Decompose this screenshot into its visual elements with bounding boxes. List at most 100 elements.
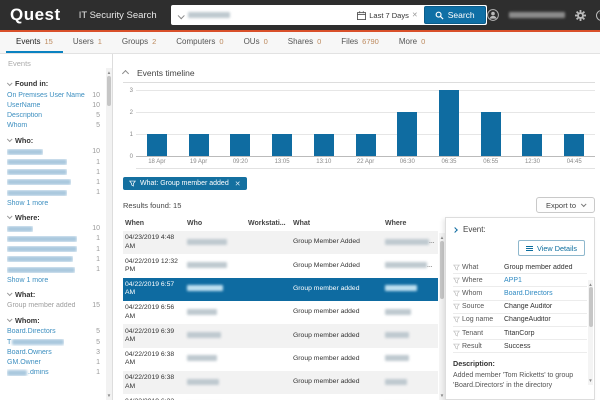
facet-count: 15 xyxy=(92,302,100,310)
tab-more[interactable]: More 0 xyxy=(389,32,435,53)
tab-events[interactable]: Events 15 xyxy=(6,32,63,53)
tab-files[interactable]: Files 6790 xyxy=(331,32,389,53)
cell-who xyxy=(185,282,246,297)
description-label: Description: xyxy=(453,359,495,369)
facet-value-link[interactable] xyxy=(7,189,67,196)
facet-value-link[interactable] xyxy=(7,266,75,273)
search-bar[interactable]: Last 7 Days ✕ Search xyxy=(170,5,487,25)
facet-value-link[interactable]: .dmins xyxy=(7,369,49,376)
tab-ous[interactable]: OUs 0 xyxy=(234,32,278,53)
redacted-text xyxy=(385,261,427,268)
chart-bar[interactable] xyxy=(146,134,167,156)
facet-section-title[interactable]: What: xyxy=(6,290,100,299)
table-row[interactable]: 04/22/2019 12:32 PM Group Member Added... xyxy=(123,254,438,277)
calendar-icon xyxy=(357,10,367,20)
filter-icon[interactable] xyxy=(453,277,462,284)
tab-computers[interactable]: Computers 0 xyxy=(166,32,233,53)
table-row[interactable]: 04/23/2019 4:48 AM Group Member Added... xyxy=(123,231,438,255)
facet-value-link[interactable]: GM.Owner xyxy=(7,359,41,366)
chart-bar[interactable] xyxy=(272,134,293,156)
facet-value-link[interactable]: On Premises User Name xyxy=(7,92,85,99)
facet-value-link[interactable]: UserName xyxy=(7,102,40,109)
chart-bar[interactable] xyxy=(313,134,334,156)
table-row[interactable]: 04/22/2019 6:57 AM Group member added xyxy=(123,277,438,302)
quest-logo: Quest xyxy=(10,5,61,24)
facet-section-title[interactable]: Found in: xyxy=(6,79,100,88)
chart-bar[interactable] xyxy=(522,134,543,156)
facet-value-link[interactable]: Board.Owners xyxy=(7,349,52,356)
date-range-filter[interactable]: Last 7 Days ✕ xyxy=(351,11,423,20)
chart-bar[interactable] xyxy=(439,90,459,156)
filter-icon[interactable] xyxy=(453,264,462,271)
chart-bar[interactable] xyxy=(480,112,501,156)
facet-value-link[interactable] xyxy=(7,225,33,232)
table-scrollbar[interactable]: ▲ ▼ xyxy=(439,233,445,400)
chip-close-icon[interactable]: ✕ xyxy=(234,180,241,188)
facet-value-link[interactable] xyxy=(7,179,71,186)
table-row[interactable]: 04/22/2019 6:38 AM Group member added xyxy=(123,371,438,395)
funnel-icon xyxy=(453,277,460,284)
chart-bar[interactable] xyxy=(397,112,418,156)
tab-shares[interactable]: Shares 0 xyxy=(278,32,332,53)
table-row[interactable]: 04/22/2019 6:38 AM Group member added xyxy=(123,348,438,371)
facet-value-link[interactable]: T xyxy=(7,339,65,346)
facet-value-link[interactable] xyxy=(7,235,77,242)
redacted-text xyxy=(7,369,27,376)
facet-section-title[interactable]: Where: xyxy=(6,213,100,222)
field-value[interactable]: APP1 xyxy=(504,276,522,284)
show-more-link[interactable]: Show 1 more xyxy=(7,276,49,284)
panel-scrollbar[interactable]: ▲ ▼ xyxy=(588,280,593,385)
facet-section-title[interactable]: Who: xyxy=(6,136,100,145)
facet-value-link[interactable]: Board.Directors xyxy=(7,328,56,335)
table-header-who[interactable]: Who xyxy=(187,220,203,227)
chart-bar[interactable] xyxy=(188,134,209,156)
facet-value-link[interactable]: Whom xyxy=(7,122,27,129)
event-panel-header[interactable]: Event: xyxy=(452,225,587,234)
chart-bar[interactable] xyxy=(564,134,585,156)
user-icon[interactable] xyxy=(486,9,499,21)
facet-value-link[interactable] xyxy=(7,256,73,263)
facet-item: .dmins 1 xyxy=(7,368,100,378)
clear-date-icon[interactable]: ✕ xyxy=(411,12,418,19)
table-row[interactable]: 04/22/2019 6:39 AM Group member added xyxy=(123,324,438,348)
chart-bar[interactable] xyxy=(230,134,251,156)
table-header-where[interactable]: Where xyxy=(385,220,407,227)
tab-users[interactable]: Users 1 xyxy=(63,32,112,53)
table-header-workstati[interactable]: Workstati... xyxy=(248,220,286,227)
search-button[interactable]: Search xyxy=(423,6,486,24)
facet-value-link[interactable] xyxy=(7,159,67,166)
filter-icon[interactable] xyxy=(453,343,462,350)
table-header-when[interactable]: When xyxy=(125,220,145,227)
filter-chip[interactable]: What: Group member added ✕ xyxy=(123,177,247,190)
facet-value-text: Description xyxy=(7,111,43,119)
collapse-icon[interactable] xyxy=(121,69,130,77)
show-more-link[interactable]: Show 1 more xyxy=(7,199,49,207)
help-icon[interactable]: ? xyxy=(595,9,600,21)
search-input[interactable] xyxy=(187,12,230,18)
facet-value-link[interactable] xyxy=(7,246,77,253)
sidebar-scrollbar[interactable]: ▲ ▼ xyxy=(106,68,112,400)
chevron-down-icon[interactable] xyxy=(171,6,188,24)
facet-value-link[interactable]: Description xyxy=(7,112,42,119)
tab-label: Users xyxy=(72,37,94,46)
export-button[interactable]: Export to xyxy=(535,197,595,213)
view-details-button[interactable]: View Details xyxy=(517,240,585,256)
facet-value-link[interactable] xyxy=(7,148,43,155)
bar-slot xyxy=(386,112,428,156)
filter-icon[interactable] xyxy=(453,330,462,337)
table-row[interactable]: 04/22/2019 6:56 AM Group member added xyxy=(123,301,438,324)
bar-slot xyxy=(345,134,387,156)
facet-value-link[interactable] xyxy=(7,169,67,176)
filter-icon[interactable] xyxy=(453,303,462,310)
facet-count: 1 xyxy=(96,245,100,253)
facet-section-title[interactable]: Whom: xyxy=(6,316,100,325)
field-value[interactable]: Board.Directors xyxy=(504,289,553,297)
event-panel-title: Event: xyxy=(463,225,486,234)
table-header-what[interactable]: What xyxy=(293,220,311,227)
tab-groups[interactable]: Groups 2 xyxy=(112,32,166,53)
gear-icon[interactable] xyxy=(574,9,586,21)
filter-icon[interactable] xyxy=(453,316,462,323)
filter-icon[interactable] xyxy=(453,290,462,297)
chart-bar[interactable] xyxy=(355,134,376,156)
